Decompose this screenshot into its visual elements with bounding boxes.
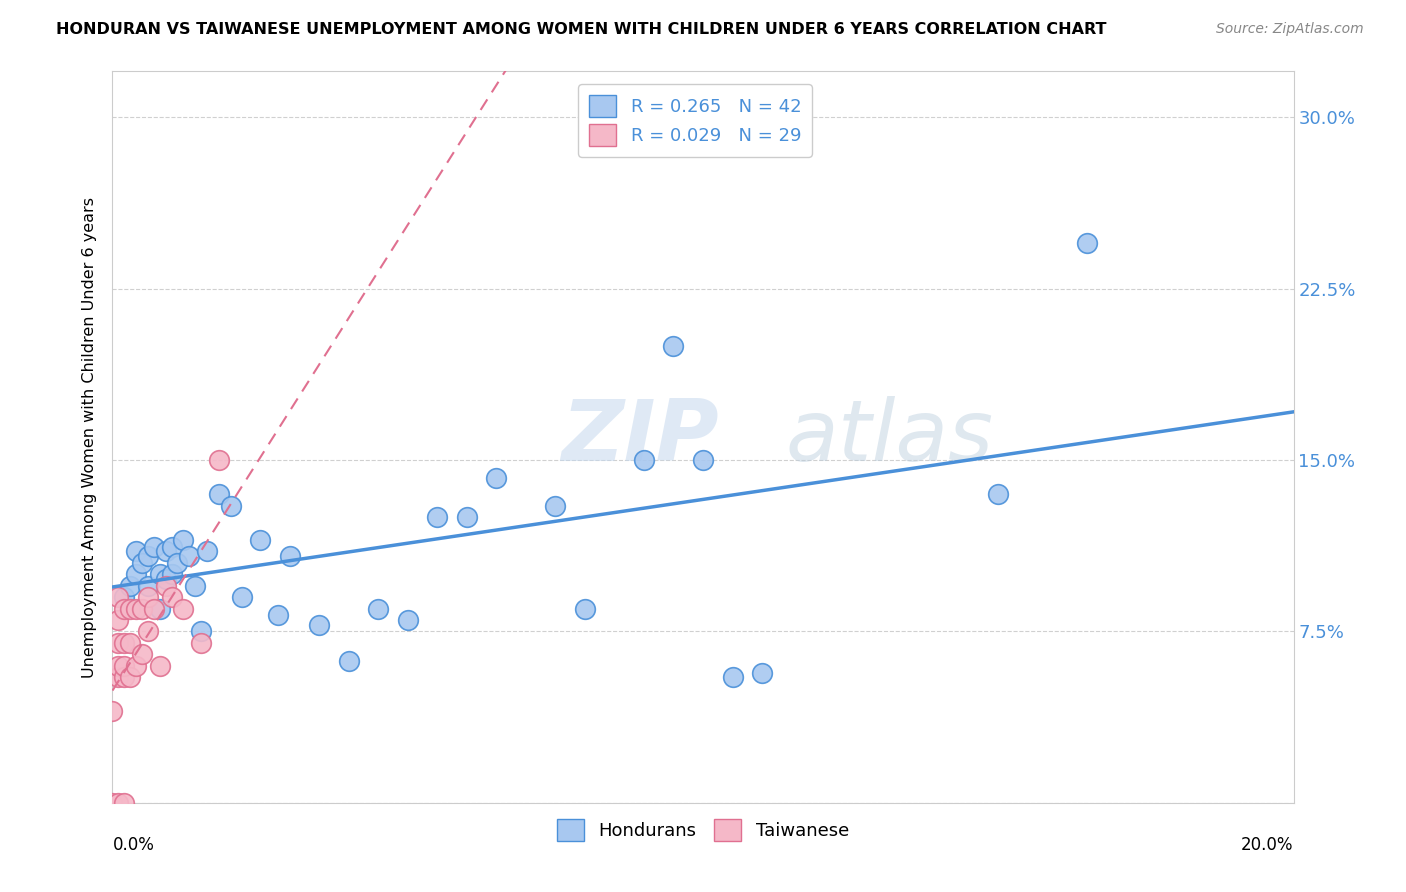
Point (426, 510, 449, 524)
Point (160, 567, 183, 582)
Point (544, 499, 567, 513)
Point (160, 540, 183, 554)
Point (184, 579, 207, 593)
Point (633, 453, 655, 467)
Y-axis label: Unemployment Among Women with Children Under 6 years: Unemployment Among Women with Children U… (82, 196, 97, 678)
Point (155, 572, 177, 586)
Point (278, 549, 301, 563)
Point (208, 487, 231, 501)
Text: HONDURAN VS TAIWANESE UNEMPLOYMENT AMONG WOMEN WITH CHILDREN UNDER 6 YEARS CORRE: HONDURAN VS TAIWANESE UNEMPLOYMENT AMONG… (56, 22, 1107, 37)
Point (179, 549, 201, 563)
Point (751, 665, 773, 680)
Point (136, 579, 159, 593)
Point (107, 658, 129, 673)
Point (107, 613, 129, 627)
Point (131, 647, 153, 661)
Point (107, 590, 129, 604)
Point (101, 705, 124, 719)
Point (131, 556, 153, 570)
Point (166, 556, 188, 570)
Point (136, 624, 159, 639)
Point (1076, 235, 1098, 250)
Point (160, 590, 183, 604)
Point (574, 601, 596, 615)
Text: 20.0%: 20.0% (1241, 836, 1294, 854)
Point (172, 533, 194, 547)
Point (120, 636, 142, 650)
Text: atlas: atlas (786, 395, 994, 479)
Point (149, 601, 172, 615)
Text: ZIP: ZIP (561, 395, 718, 479)
Point (107, 670, 129, 684)
Point (485, 471, 508, 485)
Point (149, 658, 172, 673)
Point (208, 453, 231, 467)
Point (125, 601, 148, 615)
Point (155, 579, 177, 593)
Point (112, 590, 135, 604)
Text: Source: ZipAtlas.com: Source: ZipAtlas.com (1216, 22, 1364, 37)
Point (101, 796, 124, 810)
Point (120, 579, 142, 593)
Point (219, 499, 242, 513)
Point (987, 487, 1010, 501)
Point (131, 601, 153, 615)
Point (721, 670, 744, 684)
Point (125, 567, 148, 582)
Point (308, 617, 330, 632)
Point (112, 658, 135, 673)
Point (125, 544, 148, 558)
Point (249, 533, 271, 547)
Point (367, 601, 389, 615)
Point (190, 636, 212, 650)
Point (456, 510, 478, 524)
Point (120, 670, 142, 684)
Point (267, 608, 290, 623)
Point (136, 549, 159, 563)
Point (396, 613, 419, 627)
Point (231, 590, 253, 604)
Point (107, 796, 129, 810)
Point (149, 567, 172, 582)
Point (112, 636, 135, 650)
Point (195, 544, 218, 558)
Point (112, 796, 135, 810)
Text: 0.0%: 0.0% (112, 836, 155, 854)
Point (142, 601, 165, 615)
Point (662, 338, 685, 352)
Point (120, 601, 142, 615)
Legend: Hondurans, Taiwanese: Hondurans, Taiwanese (550, 812, 856, 848)
Point (155, 544, 177, 558)
Point (692, 453, 714, 467)
Point (337, 654, 360, 668)
Point (107, 636, 129, 650)
Point (190, 624, 212, 639)
Point (136, 590, 159, 604)
Point (142, 540, 165, 554)
Point (172, 601, 194, 615)
Point (112, 601, 135, 615)
Point (112, 670, 135, 684)
Point (125, 658, 148, 673)
